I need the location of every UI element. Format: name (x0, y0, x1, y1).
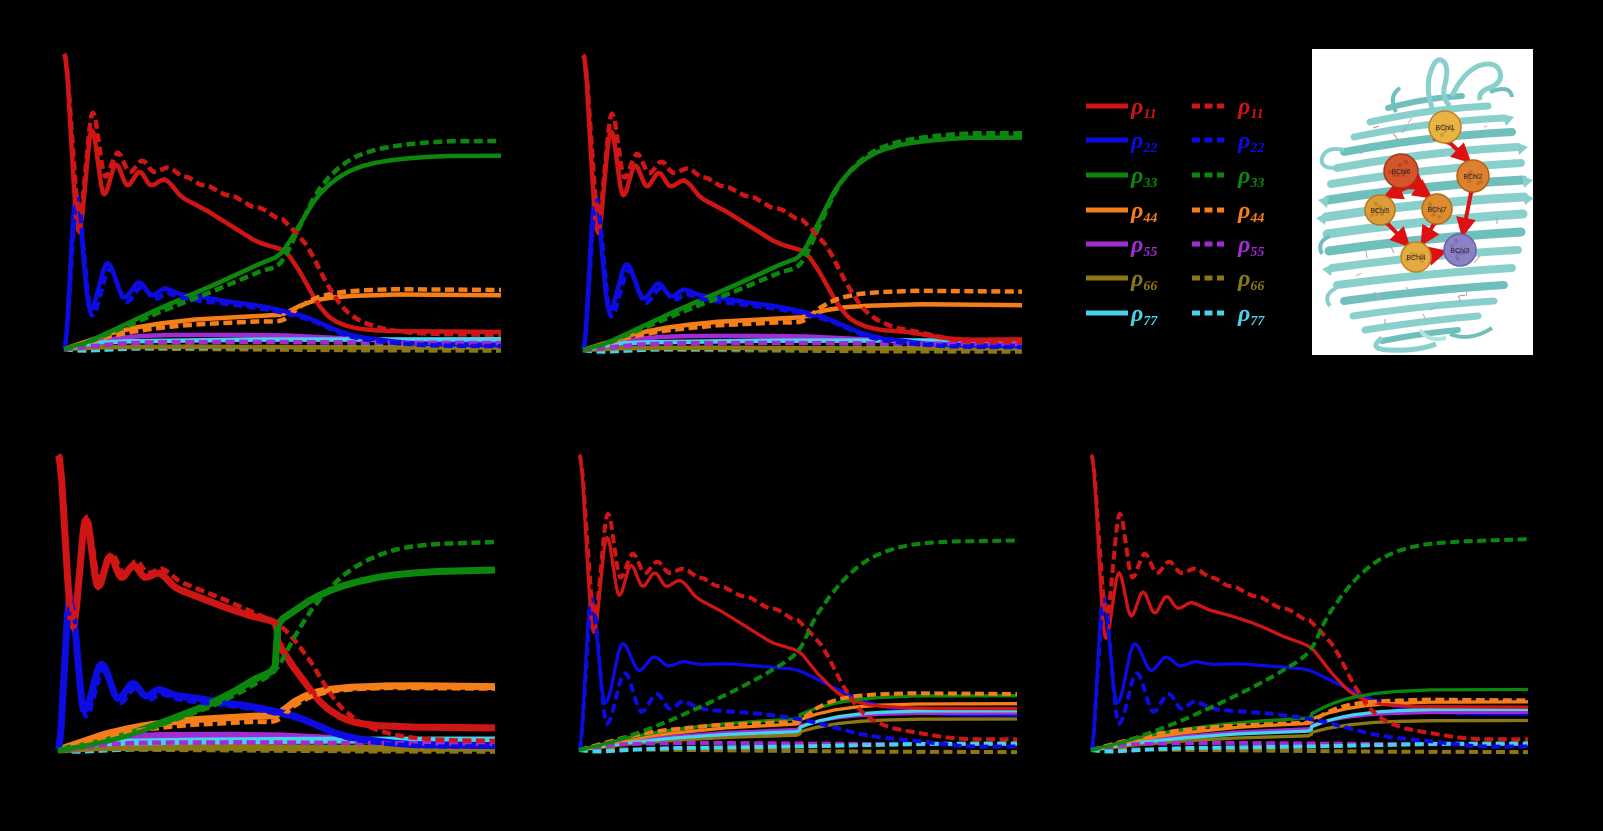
svg-text:BChl5: BChl5 (1370, 208, 1389, 215)
svg-text:BChl4: BChl4 (1406, 255, 1425, 262)
svg-text:BChl7: BChl7 (1427, 207, 1446, 214)
svg-text:BChl3: BChl3 (1450, 248, 1469, 255)
svg-text:BChl1: BChl1 (1435, 125, 1454, 132)
svg-text:BChl6: BChl6 (1391, 169, 1410, 176)
svg-text:BChl2: BChl2 (1463, 174, 1482, 181)
